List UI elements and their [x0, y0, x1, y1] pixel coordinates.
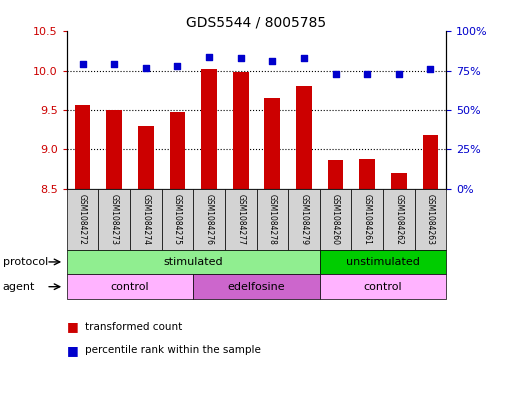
Text: agent: agent	[3, 282, 35, 292]
Text: unstimulated: unstimulated	[346, 257, 420, 267]
Bar	[106, 110, 122, 189]
Bar	[201, 69, 217, 189]
Text: GSM1084261: GSM1084261	[363, 194, 372, 244]
Point	[236, 55, 245, 61]
Text: control: control	[111, 282, 149, 292]
Text: GSM1084274: GSM1084274	[141, 194, 150, 244]
Text: control: control	[364, 282, 402, 292]
Bar	[359, 159, 375, 189]
Bar	[233, 72, 249, 189]
Text: GSM1084260: GSM1084260	[331, 194, 340, 244]
Bar	[169, 112, 185, 189]
Point	[394, 71, 403, 77]
Point	[142, 64, 150, 71]
Point	[300, 55, 308, 61]
Text: ■: ■	[67, 320, 78, 333]
Text: percentile rank within the sample: percentile rank within the sample	[85, 345, 261, 355]
Point	[363, 71, 371, 77]
Bar	[423, 135, 439, 189]
Point	[268, 58, 277, 64]
Bar	[296, 86, 312, 189]
Text: stimulated: stimulated	[164, 257, 223, 267]
Point	[78, 61, 87, 68]
Text: edelfosine: edelfosine	[228, 282, 285, 292]
Text: ■: ■	[67, 343, 78, 357]
Text: GSM1084276: GSM1084276	[205, 194, 213, 244]
Point	[205, 53, 213, 60]
Point	[110, 61, 118, 68]
Text: GDS5544 / 8005785: GDS5544 / 8005785	[186, 16, 327, 30]
Text: GSM1084279: GSM1084279	[300, 194, 308, 244]
Point	[331, 71, 340, 77]
Bar	[391, 173, 407, 189]
Bar	[138, 126, 154, 189]
Text: GSM1084272: GSM1084272	[78, 194, 87, 244]
Bar	[264, 98, 280, 189]
Bar	[74, 105, 90, 189]
Text: transformed count: transformed count	[85, 321, 182, 332]
Text: GSM1084273: GSM1084273	[110, 194, 119, 244]
Text: GSM1084262: GSM1084262	[394, 194, 403, 244]
Text: GSM1084263: GSM1084263	[426, 194, 435, 244]
Text: GSM1084278: GSM1084278	[268, 194, 277, 244]
Text: GSM1084275: GSM1084275	[173, 194, 182, 244]
Bar	[328, 160, 344, 189]
Point	[173, 63, 182, 69]
Text: protocol: protocol	[3, 257, 48, 267]
Text: GSM1084277: GSM1084277	[236, 194, 245, 244]
Point	[426, 66, 435, 72]
